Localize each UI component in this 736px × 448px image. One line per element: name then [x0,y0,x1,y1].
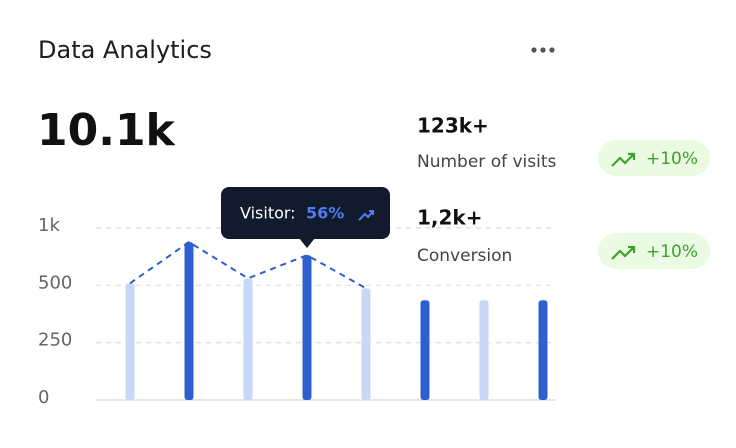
change-pill [598,233,710,269]
stat-label: Conversion [417,246,512,266]
tooltip-value: 56% [306,204,344,223]
bar [361,288,371,400]
stat-value: 123k+ [417,114,489,138]
bar [184,242,194,400]
card-title: Data Analytics [38,36,212,64]
stat-value: 1,2k+ [417,206,483,230]
y-tick-label: 250 [38,330,72,351]
bar [243,278,253,400]
more-menu[interactable] [531,47,555,53]
bar [125,283,135,400]
tooltip-icon [358,210,374,221]
chart: 0 250 500 1k [38,215,555,408]
trend-icon [611,245,636,260]
y-tick-label: 0 [38,387,49,408]
tooltip-label: Visitor: [240,204,296,223]
y-tick-label: 500 [38,272,72,293]
line [129,240,367,290]
y-tick-label: 1k [38,215,60,236]
bar [479,300,489,400]
bar [302,255,312,400]
stat-label: Number of visits [417,152,557,172]
change-pill [598,140,710,176]
bar [538,300,548,400]
change-value: +10% [646,242,698,262]
trend-icon [611,152,636,167]
summary-value: 10.1k [37,105,177,156]
change-value: +10% [646,149,698,169]
tooltip: Visitor: 56% [221,187,390,248]
bar [420,300,430,400]
